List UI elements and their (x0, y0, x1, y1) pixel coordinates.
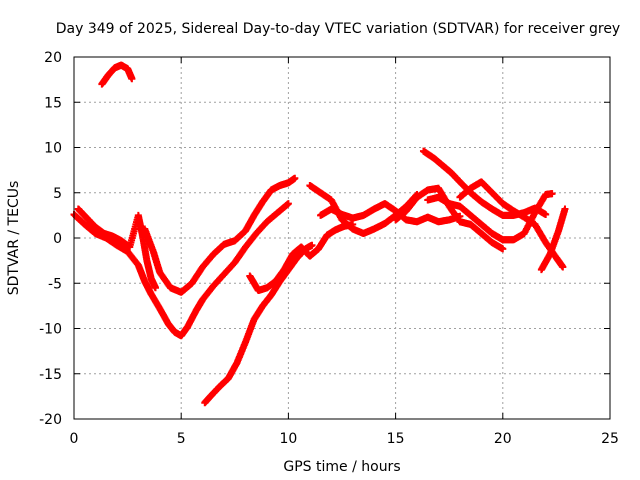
x-tick-label: 0 (70, 431, 79, 447)
data-point (561, 205, 569, 213)
y-tick-label: 5 (53, 186, 62, 202)
x-axis-label: GPS time / hours (283, 459, 400, 475)
data-point (308, 241, 316, 249)
y-tick-label: 0 (53, 231, 62, 247)
series-track-late-tail (537, 205, 569, 274)
series-track-evening-c (392, 184, 507, 253)
y-tick-label: -10 (39, 322, 62, 338)
axis-ticks: 0 5 10 15 20 25 -20 -15 -10 -5 0 5 10 15 20 (39, 50, 619, 447)
y-axis-label: SDTVAR / TECUs (6, 181, 22, 296)
data-point (291, 174, 299, 182)
series-track-early-scatter (74, 205, 159, 292)
data-point (284, 200, 292, 208)
chart-title: Day 349 of 2025, Sidereal Day-to-day VTE… (56, 21, 620, 37)
y-tick-label: 20 (44, 50, 62, 66)
x-tick-label: 20 (494, 431, 512, 447)
grid-lines (74, 57, 610, 419)
series-track-shallow-dip (141, 174, 299, 296)
series-track-main-dip (70, 200, 292, 340)
x-tick-label: 25 (601, 431, 619, 447)
series-track-rise-from-low (201, 241, 316, 407)
y-tick-label: -20 (39, 412, 62, 428)
data-point (548, 190, 556, 198)
x-tick-label: 5 (177, 431, 186, 447)
data-point (542, 210, 550, 218)
data-point (559, 263, 567, 271)
y-tick-label: 15 (44, 95, 62, 111)
series-track-early-high (98, 61, 136, 88)
y-tick-label: 10 (44, 141, 62, 157)
x-tick-label: 10 (279, 431, 297, 447)
data-point (499, 245, 507, 253)
data-points (70, 61, 569, 407)
x-tick-label: 15 (387, 431, 405, 447)
y-tick-label: -5 (48, 276, 62, 292)
y-tick-label: -15 (39, 367, 62, 383)
data-point (151, 284, 159, 292)
data-point (128, 75, 136, 83)
